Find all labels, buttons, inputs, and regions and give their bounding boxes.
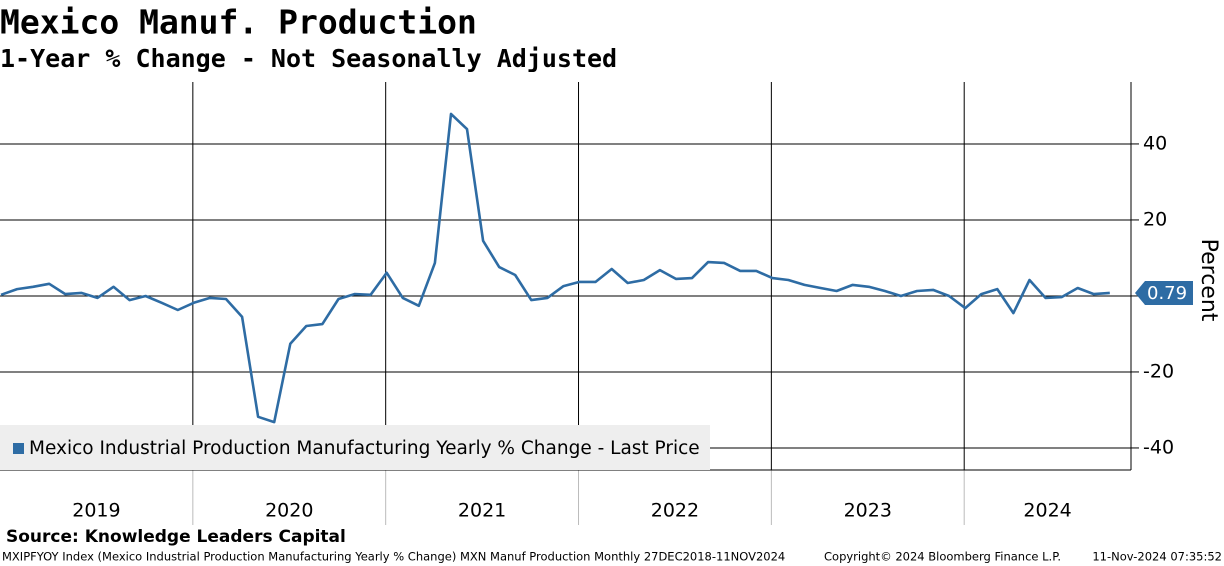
- chart-subtitle: 1-Year % Change - Not Seasonally Adjuste…: [0, 44, 617, 73]
- footer-description: MXIPFYOY Index (Mexico Industrial Produc…: [2, 550, 785, 564]
- x-tick-label: 2024: [1023, 500, 1071, 522]
- x-tick-label: 2021: [458, 500, 506, 522]
- last-value-label: 0.79: [1147, 283, 1187, 304]
- y-tick-label: -40: [1143, 436, 1174, 458]
- x-tick-label: 2019: [72, 500, 120, 522]
- y-tick-label: 40: [1143, 132, 1167, 154]
- legend-swatch: [13, 443, 24, 454]
- last-value-callout: [1135, 280, 1193, 305]
- footer-copyright: Copyright© 2024 Bloomberg Finance L.P.: [824, 550, 1061, 564]
- y-axis-label: Percent: [1196, 239, 1221, 322]
- legend-label: Mexico Industrial Production Manufacturi…: [29, 438, 700, 459]
- chart-title: Mexico Manuf. Production: [0, 3, 477, 42]
- y-tick-label: -20: [1143, 360, 1174, 382]
- legend-box: [0, 425, 710, 470]
- data-line: [0, 112, 1110, 424]
- x-tick-label: 2022: [651, 500, 699, 522]
- x-tick-label: 2020: [265, 500, 313, 522]
- footer-timestamp: 11-Nov-2024 07:35:52: [1092, 550, 1222, 564]
- y-tick-label: 20: [1143, 208, 1167, 230]
- source: Source: Knowledge Leaders Capital: [6, 527, 346, 547]
- x-tick-label: 2023: [844, 500, 892, 522]
